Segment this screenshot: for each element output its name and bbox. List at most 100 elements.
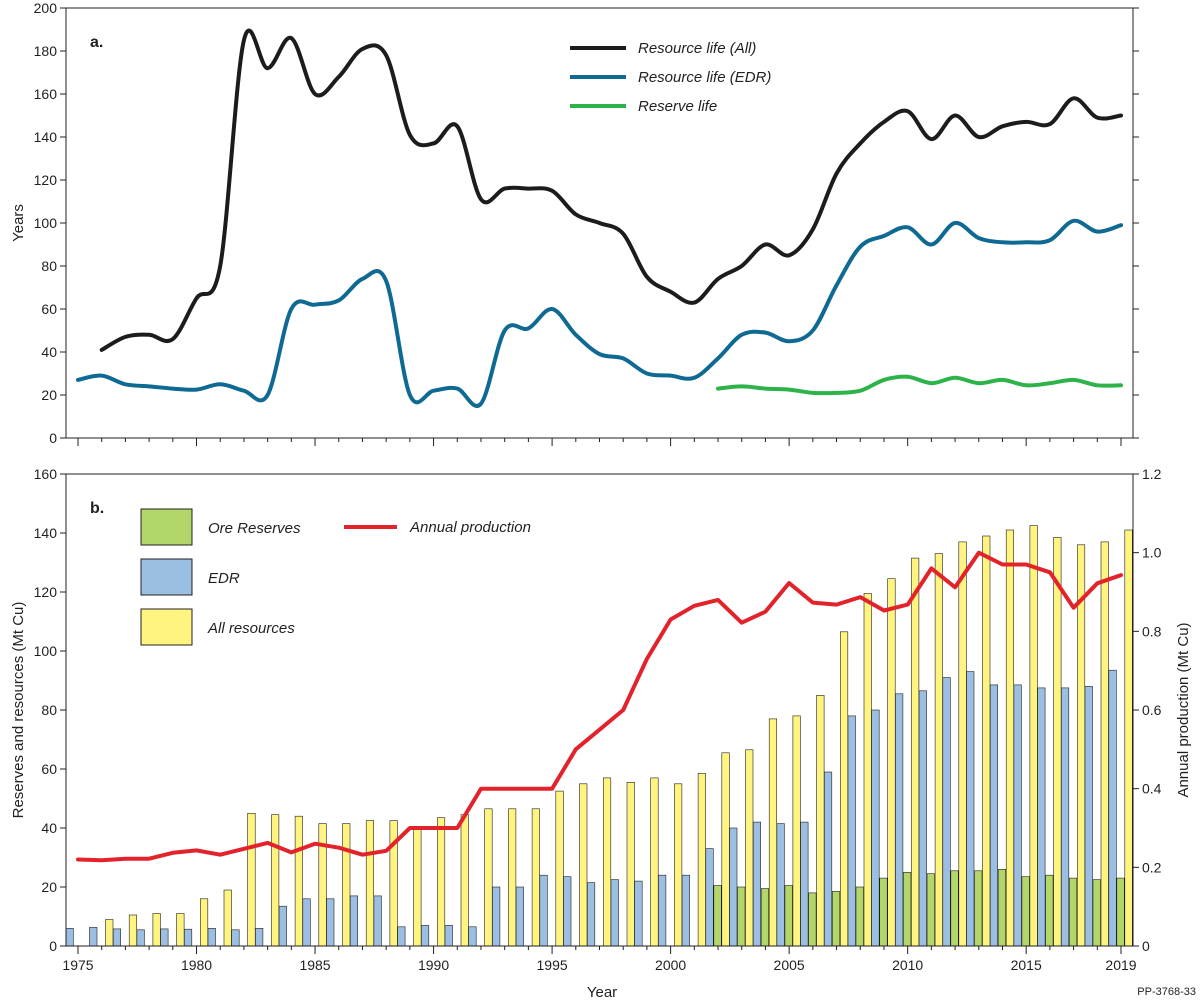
x-tick-label-1985: 1985 [299, 957, 330, 973]
bar-edr-2013 [966, 671, 975, 947]
x-tick-label-2010: 2010 [892, 957, 923, 973]
bar-ore-reserves-2011 [926, 873, 935, 947]
y-tick-label-0: 0 [49, 938, 57, 954]
y-tick-label-60: 60 [41, 301, 57, 317]
x-tick-label-2000: 2000 [655, 957, 686, 973]
bar-all-resources-2011 [934, 553, 943, 947]
y-tick-label-20: 20 [41, 879, 57, 895]
bar-edr-1998 [610, 879, 619, 947]
panel-b-bars [65, 525, 1133, 947]
bar-edr-2016 [1037, 687, 1046, 947]
y-tick-label-180: 180 [34, 43, 58, 59]
bar-edr-2001 [681, 874, 690, 947]
bar-edr-1980 [184, 928, 193, 947]
bar-edr-1981 [207, 927, 216, 947]
y-tick-label-140: 140 [34, 129, 58, 145]
bar-all-resources-2019 [1124, 529, 1133, 947]
bar-all-resources-1994 [531, 808, 540, 947]
bar-ore-reserves-2013 [974, 870, 983, 947]
bar-all-resources-1982 [247, 812, 256, 947]
bar-all-resources-2009 [887, 578, 896, 947]
bar-all-resources-2001 [697, 773, 706, 947]
bar-edr-2004 [752, 821, 762, 947]
y-tick-label-80: 80 [41, 702, 57, 718]
y-tick-label-20: 20 [41, 387, 57, 403]
bar-edr-1978 [136, 929, 145, 947]
y-tick-label-200: 200 [34, 0, 58, 16]
bar-all-resources-1984 [294, 815, 303, 947]
bar-edr-2002 [705, 848, 714, 947]
panel-b-tag: b. [90, 500, 104, 517]
y-tick-label-160: 160 [34, 86, 58, 102]
x-tick-label-1975: 1975 [62, 957, 93, 973]
panel-b-legend: Ore Reserves EDR All resources Annual produ… [140, 508, 531, 646]
bar-edr-1979 [160, 928, 169, 947]
legend-swatch-edr [140, 558, 193, 596]
x-tick-label-2005: 2005 [774, 957, 805, 973]
bar-edr-2010 [895, 693, 904, 947]
series-line-annual-production [76, 550, 1123, 863]
y2-tick-label-0-8: 0.8 [1142, 623, 1162, 639]
y-tick-label-80: 80 [41, 258, 57, 274]
bar-edr-1985 [302, 898, 311, 947]
bar-all-resources-2016 [1053, 537, 1062, 947]
bar-ore-reserves-2012 [950, 870, 959, 947]
x-axis-title: Year [587, 984, 617, 1001]
panel-b: b. Reserves and resources (Mt Cu) Annual… [10, 466, 1192, 973]
bar-edr-2012 [942, 677, 951, 947]
bar-edr-1996 [563, 876, 572, 947]
bar-edr-2006 [800, 821, 809, 947]
bar-ore-reserves-2004 [760, 888, 770, 947]
bar-edr-1984 [278, 905, 287, 947]
bar-all-resources-2015 [1029, 525, 1038, 947]
bar-all-resources-2013 [982, 535, 991, 947]
series-line-reserve-life [716, 374, 1123, 396]
bar-edr-2015 [1013, 684, 1022, 947]
bar-all-resources-2018 [1100, 541, 1109, 947]
bar-ore-reserves-2010 [903, 871, 912, 947]
bar-all-resources-1989 [413, 826, 422, 947]
bar-all-resources-2006 [816, 694, 825, 947]
bar-edr-1990 [420, 925, 430, 947]
bar-edr-1987 [349, 895, 359, 947]
bar-all-resources-2010 [911, 557, 920, 947]
panel-a-series [76, 28, 1123, 408]
y-tick-label-100: 100 [34, 215, 58, 231]
bar-ore-reserves-2016 [1045, 874, 1054, 947]
legend-swatch-all-resources [140, 608, 193, 646]
bar-ore-reserves-2017 [1069, 877, 1078, 947]
bar-all-resources-1978 [152, 913, 161, 947]
bar-edr-1988 [373, 895, 382, 947]
y-tick-label-140: 140 [34, 525, 58, 541]
bar-ore-reserves-2014 [997, 868, 1007, 947]
bar-edr-2007 [823, 771, 833, 947]
bar-edr-1993 [492, 886, 501, 947]
bar-all-resources-1992 [484, 808, 493, 947]
panel-b-y2-axis-title: Annual production (Mt Cu) [1175, 622, 1192, 797]
bar-all-resources-1985 [318, 823, 327, 947]
bar-edr-1975 [65, 927, 74, 947]
panel-b-y-axis-title: Reserves and resources (Mt Cu) [10, 602, 27, 819]
bar-ore-reserves-2006 [808, 892, 817, 947]
bar-ore-reserves-2003 [737, 886, 746, 947]
series-line-resource-life-all [99, 28, 1123, 352]
y-tick-label-40: 40 [41, 344, 57, 360]
panel-b-y2-ticks: 0 0.2 0.4 0.6 0.8 1.0 1.2 [1133, 466, 1162, 954]
panel-a-x-ticks [77, 438, 1122, 446]
bar-edr-1989 [397, 926, 406, 947]
bar-all-resources-1997 [602, 777, 612, 947]
x-tick-label-2015: 2015 [1011, 957, 1042, 973]
y2-tick-label-0-6: 0.6 [1142, 702, 1162, 718]
bar-edr-1997 [586, 882, 596, 947]
bar-all-resources-1981 [223, 889, 232, 947]
legend-label-resource-life-edr: Resource life (EDR) [638, 69, 771, 86]
bar-edr-1977 [112, 928, 121, 947]
bar-ore-reserves-2009 [879, 877, 888, 947]
x-tick-label-1995: 1995 [537, 957, 568, 973]
bar-edr-2003 [729, 827, 738, 947]
bar-edr-1983 [255, 927, 264, 947]
bar-edr-1976 [89, 927, 98, 947]
bar-edr-2000 [658, 874, 667, 947]
bar-all-resources-2003 [745, 749, 754, 947]
bar-all-resources-1976 [105, 919, 114, 947]
